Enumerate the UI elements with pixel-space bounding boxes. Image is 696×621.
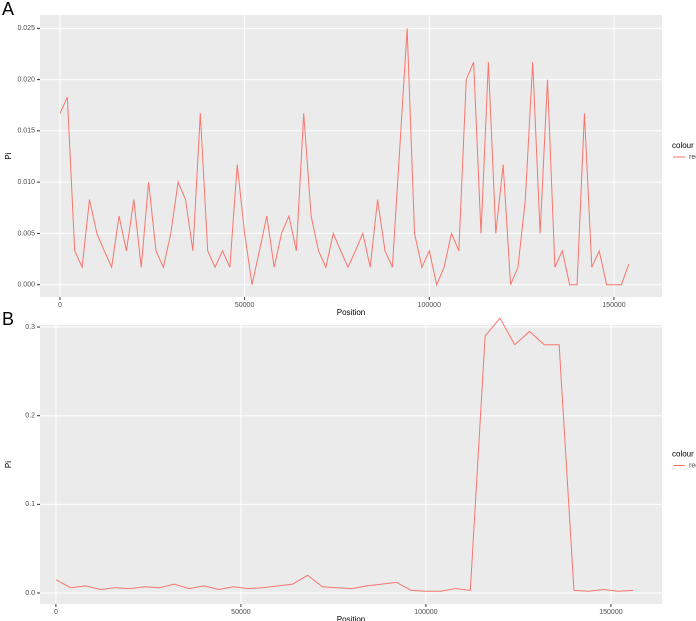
x-tick-label: 100000 — [418, 302, 441, 309]
panel-label: B — [2, 309, 14, 329]
legend-label: red — [689, 462, 696, 469]
data-line — [59, 28, 630, 287]
panel-label: A — [2, 0, 14, 19]
y-tick-label: 0.000 — [17, 282, 35, 289]
legend-title: colour — [672, 450, 694, 459]
plot-background — [40, 15, 662, 297]
y-tick-label: 0.015 — [17, 128, 35, 135]
legend-title: colour — [672, 141, 694, 150]
legend-label: red — [689, 154, 696, 161]
y-axis-label: Pi — [4, 152, 13, 159]
y-tick-label: 0.010 — [17, 179, 35, 186]
y-tick-label: 0.3 — [25, 324, 35, 331]
y-axis-label: Pi — [4, 461, 13, 468]
x-tick-label: 0 — [54, 609, 58, 616]
y-tick-label: 0.020 — [17, 76, 35, 83]
y-tick-label: 0.005 — [17, 230, 35, 237]
x-tick-label: 0 — [58, 302, 62, 309]
y-tick-label: 0.1 — [25, 501, 35, 508]
x-axis-label: Position — [337, 615, 365, 621]
x-axis-label: Position — [337, 308, 365, 317]
y-tick-label: 0.2 — [25, 413, 35, 420]
y-tick-label: 0.0 — [25, 590, 35, 597]
x-tick-label: 50000 — [231, 609, 251, 616]
data-line — [55, 317, 634, 592]
x-tick-label: 150000 — [602, 302, 625, 309]
x-tick-label: 50000 — [235, 302, 255, 309]
y-tick-label: 0.025 — [17, 25, 35, 32]
x-tick-label: 150000 — [599, 609, 622, 616]
plot-background — [40, 325, 662, 604]
x-tick-label: 100000 — [414, 609, 437, 616]
